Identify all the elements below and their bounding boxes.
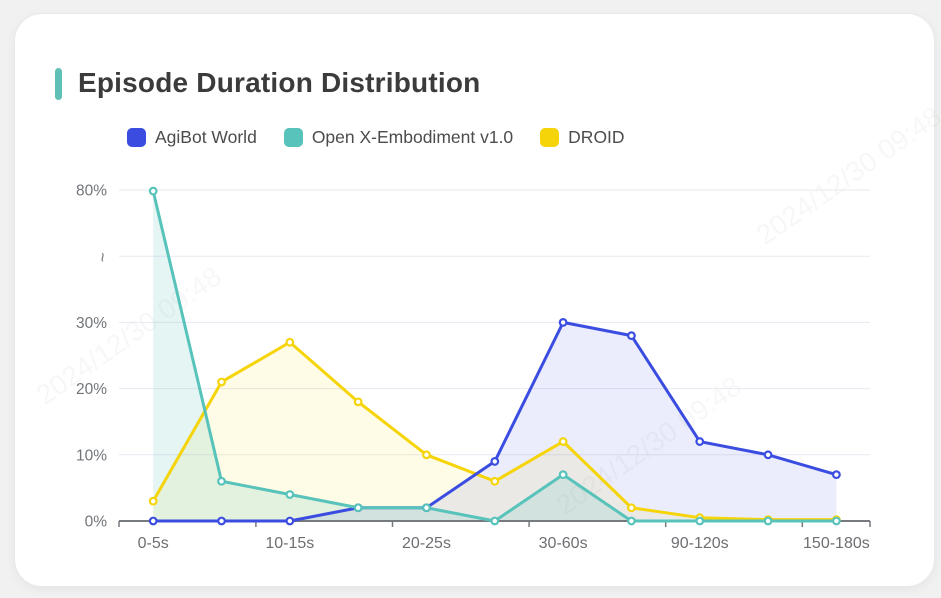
legend-swatch <box>127 128 146 147</box>
data-point-droid-25-30s[interactable] <box>490 476 500 486</box>
series-area-1 <box>153 191 837 521</box>
data-point-agibot-world-90-120s[interactable] <box>695 437 705 446</box>
x-axis-label: 10-15s <box>265 535 314 552</box>
legend-item-0[interactable]: AgiBot World <box>127 127 257 148</box>
data-point-open-x-embodiment-v1-0-10-15s[interactable] <box>285 490 295 499</box>
data-point-agibot-world-5-10s[interactable] <box>217 516 226 526</box>
data-point-open-x-embodiment-v1-0-150-180s[interactable] <box>832 516 841 526</box>
data-point-droid-5-10s[interactable] <box>217 377 226 387</box>
page-title: Episode Duration Distribution <box>78 67 481 98</box>
data-point-open-x-embodiment-v1-0-30-60s[interactable] <box>558 470 568 480</box>
data-point-open-x-embodiment-v1-0-25-30s[interactable] <box>490 516 500 526</box>
y-axis-label: 80% <box>76 183 107 200</box>
data-point-open-x-embodiment-v1-0-90-120s[interactable] <box>695 516 705 526</box>
data-point-agibot-world-120-150s[interactable] <box>763 450 773 460</box>
data-point-open-x-embodiment-v1-0-5-10s[interactable] <box>217 476 226 486</box>
data-point-open-x-embodiment-v1-0-0-5s[interactable] <box>148 186 158 196</box>
y-axis-label: 10% <box>76 447 107 464</box>
data-point-droid-60-90s[interactable] <box>627 503 636 513</box>
data-point-open-x-embodiment-v1-0-15-20s[interactable] <box>353 503 363 513</box>
data-point-droid-10-15s[interactable] <box>285 337 295 347</box>
data-point-agibot-world-30-60s[interactable] <box>558 318 568 327</box>
data-point-agibot-world-25-30s[interactable] <box>490 457 500 466</box>
y-axis-label: 0% <box>85 514 108 531</box>
x-axis-label: 20-25s <box>402 535 451 552</box>
data-point-agibot-world-10-15s[interactable] <box>285 516 295 526</box>
data-point-droid-0-5s[interactable] <box>148 496 158 506</box>
legend: AgiBot World Open X-Embodiment v1.0 DROID <box>127 127 625 148</box>
data-point-droid-15-20s[interactable] <box>353 397 363 407</box>
data-point-open-x-embodiment-v1-0-120-150s[interactable] <box>763 516 773 526</box>
y-axis-label: ~ <box>93 252 112 262</box>
data-point-open-x-embodiment-v1-0-20-25s[interactable] <box>422 503 431 513</box>
legend-label: DROID <box>568 127 625 147</box>
legend-label: AgiBot World <box>155 127 257 147</box>
series-area-0 <box>153 322 837 521</box>
legend-swatch <box>540 128 560 147</box>
x-axis-label: 150-180s <box>803 535 870 552</box>
y-axis-label: 20% <box>76 381 107 398</box>
series-area-2 <box>153 342 837 521</box>
data-point-agibot-world-150-180s[interactable] <box>832 470 841 480</box>
data-point-droid-30-60s[interactable] <box>558 437 568 446</box>
title-accent-bar <box>55 68 62 100</box>
data-point-open-x-embodiment-v1-0-60-90s[interactable] <box>627 516 636 526</box>
x-axis-label: 30-60s <box>539 535 588 552</box>
x-axis-label: 90-120s <box>671 535 729 552</box>
data-point-agibot-world-60-90s[interactable] <box>627 331 636 341</box>
chart-card: Episode Duration Distribution AgiBot Wor… <box>14 13 935 587</box>
legend-swatch <box>283 128 303 147</box>
legend-label: Open X-Embodiment v1.0 <box>311 127 514 147</box>
legend-item-1[interactable]: Open X-Embodiment v1.0 <box>283 127 514 148</box>
legend-item-2[interactable]: DROID <box>540 127 625 148</box>
data-point-agibot-world-0-5s[interactable] <box>148 516 158 526</box>
data-point-droid-20-25s[interactable] <box>422 450 431 460</box>
y-axis-label: 30% <box>76 315 107 332</box>
x-axis-label: 0-5s <box>138 535 169 552</box>
